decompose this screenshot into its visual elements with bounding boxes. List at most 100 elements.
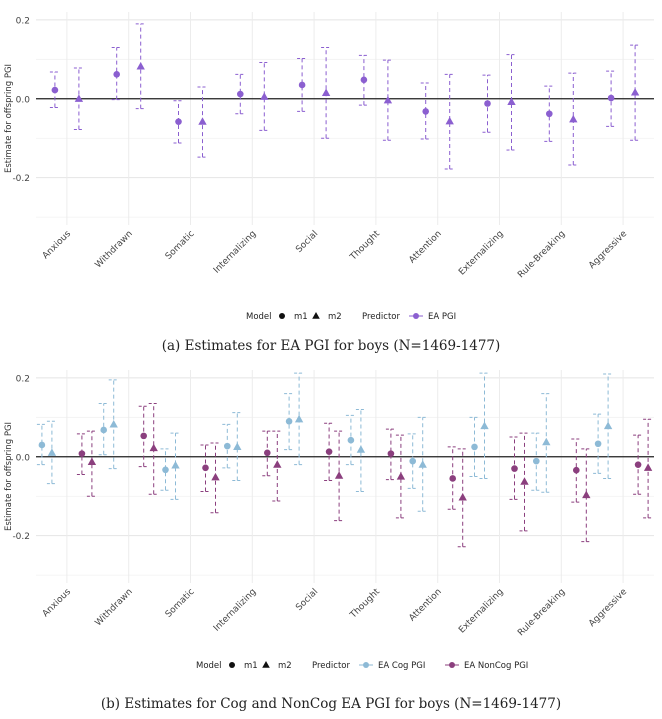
data-point-m2 [445,116,454,125]
data-point-m2 [47,448,57,456]
data-point-m1 [573,466,580,474]
data-point-m2 [273,460,282,468]
x-tick-label: Attention [407,229,443,265]
data-point-m1 [471,443,478,451]
data-point-m2 [233,442,242,450]
legend-m2-label: m2 [328,312,342,322]
data-point-m2 [334,471,344,479]
data-point-m2 [356,445,366,453]
data-point-m1 [113,71,120,78]
x-tick-label: Aggressive [587,587,629,629]
y-tick-label: 0.2 [16,374,30,384]
data-point-m2 [603,421,613,430]
x-tick-label: Externalizing [457,229,505,277]
data-point-m2 [643,463,653,471]
legend-predictor-title: Predictor [312,661,350,671]
y-tick-label: 0.0 [16,453,31,463]
data-point-m2 [582,490,591,499]
data-point-m2 [458,493,467,501]
legend-predictor-label: EA NonCog PGI [464,661,528,671]
y-tick-label: 0.0 [16,95,31,105]
legend-predictor-label: EA PGI [428,312,456,322]
data-point-m1 [360,76,368,84]
data-point-m2 [171,461,180,469]
legend-m2-symbol [312,312,320,319]
x-tick-label: Somatic [164,229,197,262]
data-point-m2 [198,117,207,125]
x-tick-label: Externalizing [457,587,505,635]
data-point-m2 [507,97,516,106]
data-point-m2 [321,88,331,96]
x-tick-label: Internalizing [212,587,259,634]
data-point-m1 [38,441,46,449]
x-tick-label: Rule-Breaking [516,229,567,280]
caption-a: (a) Estimates for EA PGI for boys (N=146… [161,338,501,354]
x-tick-label: Somatic [164,587,197,620]
legend-model-title: Model [196,661,222,671]
legend-predictor-label: EA Cog PGI [378,661,425,671]
data-point-m1 [546,110,553,118]
data-point-m1 [224,442,231,450]
chart-a-svg: -0.2 0.0 0.2 Estimate for offspring PGI Anxi… [4,12,654,322]
x-tick-label: Aggressive [587,229,629,271]
data-point-m1 [594,440,602,448]
data-point-m2 [630,88,640,96]
data-point-m2 [418,460,427,468]
y-tick-label: 0.2 [16,16,30,26]
data-point-m1 [264,449,271,457]
data-point-m1 [607,94,615,102]
data-point-m1 [202,464,209,472]
data-point-m2 [149,443,158,452]
y-axis-label: Estimate for offspring PGI [4,422,14,531]
legend-m1-symbol [229,662,235,668]
data-point-m1 [484,100,491,107]
data-point-m2 [480,421,489,430]
x-tick-label: Anxious [41,587,73,619]
data-point-m1 [100,426,107,434]
legend-m2-symbol [262,661,270,668]
x-tick-label: Thought [348,587,383,622]
data-point-m1 [347,436,355,444]
chart-panel-b: -0.2 0.0 0.2 Estimate for offspring PGI Anxi… [0,358,662,683]
chart-panel-a: -0.2 0.0 0.2 Estimate for offspring PGI Anxi… [0,0,662,335]
data-point-m1 [175,118,182,125]
legend-m1-symbol [279,313,285,319]
data-point-m1 [449,475,457,482]
legend-m1-label: m1 [294,312,308,322]
data-point-m1 [285,417,293,425]
x-tick-label: Withdrawn [93,229,134,270]
legend-m2-label: m2 [278,661,292,671]
x-tick-label: Withdrawn [93,587,134,628]
x-tick-label: Social [294,229,320,255]
data-point-m1 [78,450,86,457]
data-point-m1 [140,432,147,440]
data-point-m1 [533,457,540,465]
data-point-m2 [542,437,551,446]
data-point-m1 [298,81,306,89]
y-tick-label: -0.2 [12,174,30,184]
data-point-m2 [396,472,406,480]
data-point-m2 [383,95,393,104]
chart-b-svg: -0.2 0.0 0.2 Estimate for offspring PGI Anxi… [4,370,654,671]
x-tick-label: Social [294,587,320,613]
legend-m1-label: m1 [244,661,258,671]
data-point-m2 [211,472,220,481]
x-tick-label: Attention [407,587,443,623]
data-point-m2 [294,414,304,423]
data-point-m2 [87,457,97,465]
caption-b: (b) Estimates for Cog and NonCog EA PGI … [100,696,562,712]
legend-predictor-symbol [363,662,369,668]
x-tick-label: Anxious [41,229,73,261]
data-point-m2 [74,94,84,102]
legend-model-title: Model [246,312,272,322]
data-point-m1 [325,448,333,455]
legend-predictor-title: Predictor [362,312,400,322]
data-point-m2 [569,114,578,123]
data-point-m1 [51,86,59,94]
data-point-m1 [162,466,169,474]
data-point-m2 [520,477,529,485]
legend-predictor-symbol [449,662,455,668]
data-point-m1 [511,465,518,472]
data-point-m2 [109,420,118,428]
data-point-m1 [422,108,430,115]
